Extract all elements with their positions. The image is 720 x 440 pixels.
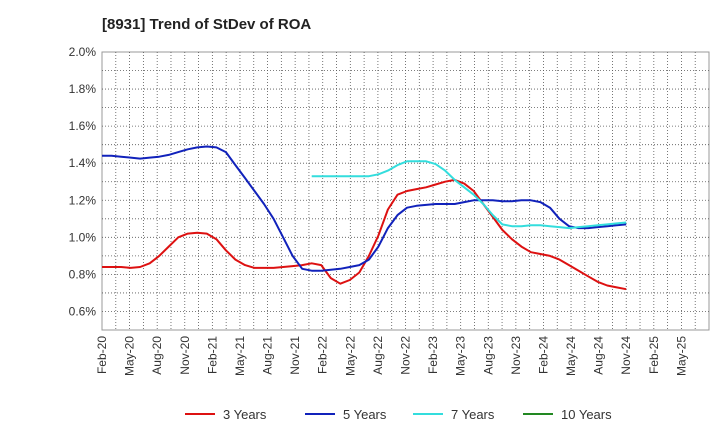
y-tick-label: 1.8% <box>69 82 97 96</box>
x-gridlines <box>115 52 696 330</box>
x-tick-label: May-22 <box>343 336 357 376</box>
y-tick-label: 1.2% <box>69 193 97 207</box>
series-lines <box>102 145 627 291</box>
x-tick-label: Feb-24 <box>536 336 550 374</box>
x-tick-label: Aug-21 <box>261 336 275 375</box>
x-tick-label: Nov-21 <box>288 336 302 375</box>
series-line <box>311 160 627 230</box>
y-tick-label: 1.6% <box>69 119 97 133</box>
legend-label: 10 Years <box>561 407 612 422</box>
y-axis-tick-labels: 0.6% 0.8% 1.0% 1.2% 1.4% 1.6% 1.8% 2.0% <box>69 45 97 318</box>
y-tick-label: 0.8% <box>69 267 97 281</box>
x-tick-label: Feb-25 <box>647 336 661 374</box>
series-line <box>102 145 627 272</box>
y-tick-label: 1.4% <box>69 156 97 170</box>
series-line <box>102 178 627 291</box>
legend-label: 5 Years <box>343 407 387 422</box>
y-tick-label: 1.0% <box>69 230 97 244</box>
x-tick-label: Nov-24 <box>619 336 633 375</box>
x-tick-label: Feb-22 <box>316 336 330 374</box>
y-tick-label: 2.0% <box>69 45 97 59</box>
legend-label: 7 Years <box>451 407 495 422</box>
x-tick-label: May-21 <box>233 336 247 376</box>
x-tick-label: Nov-22 <box>399 336 413 375</box>
legend-label: 3 Years <box>223 407 267 422</box>
x-axis-tick-labels: Feb-20 May-20 Aug-20 Nov-20 Feb-21 May-21 Aug-… <box>95 336 688 376</box>
x-tick-label: Aug-20 <box>150 336 164 375</box>
x-tick-label: Nov-20 <box>178 336 192 375</box>
x-tick-label: May-25 <box>674 336 688 376</box>
x-tick-label: Feb-20 <box>95 336 109 374</box>
legend: 3 Years 5 Years 7 Years 10 Years <box>185 407 612 422</box>
x-tick-label: May-24 <box>564 336 578 376</box>
x-tick-label: Nov-23 <box>509 336 523 375</box>
y-tick-label: 0.6% <box>69 304 97 318</box>
x-tick-label: Feb-23 <box>426 336 440 374</box>
chart-title: [8931] Trend of StDev of ROA <box>102 16 312 33</box>
x-tick-label: May-20 <box>123 336 137 376</box>
y-gridlines <box>102 70 709 312</box>
x-tick-label: May-23 <box>454 336 468 376</box>
x-tick-label: Aug-24 <box>592 336 606 375</box>
x-tick-label: Feb-21 <box>205 336 219 374</box>
x-tick-label: Aug-23 <box>481 336 495 375</box>
x-tick-label: Aug-22 <box>371 336 385 375</box>
